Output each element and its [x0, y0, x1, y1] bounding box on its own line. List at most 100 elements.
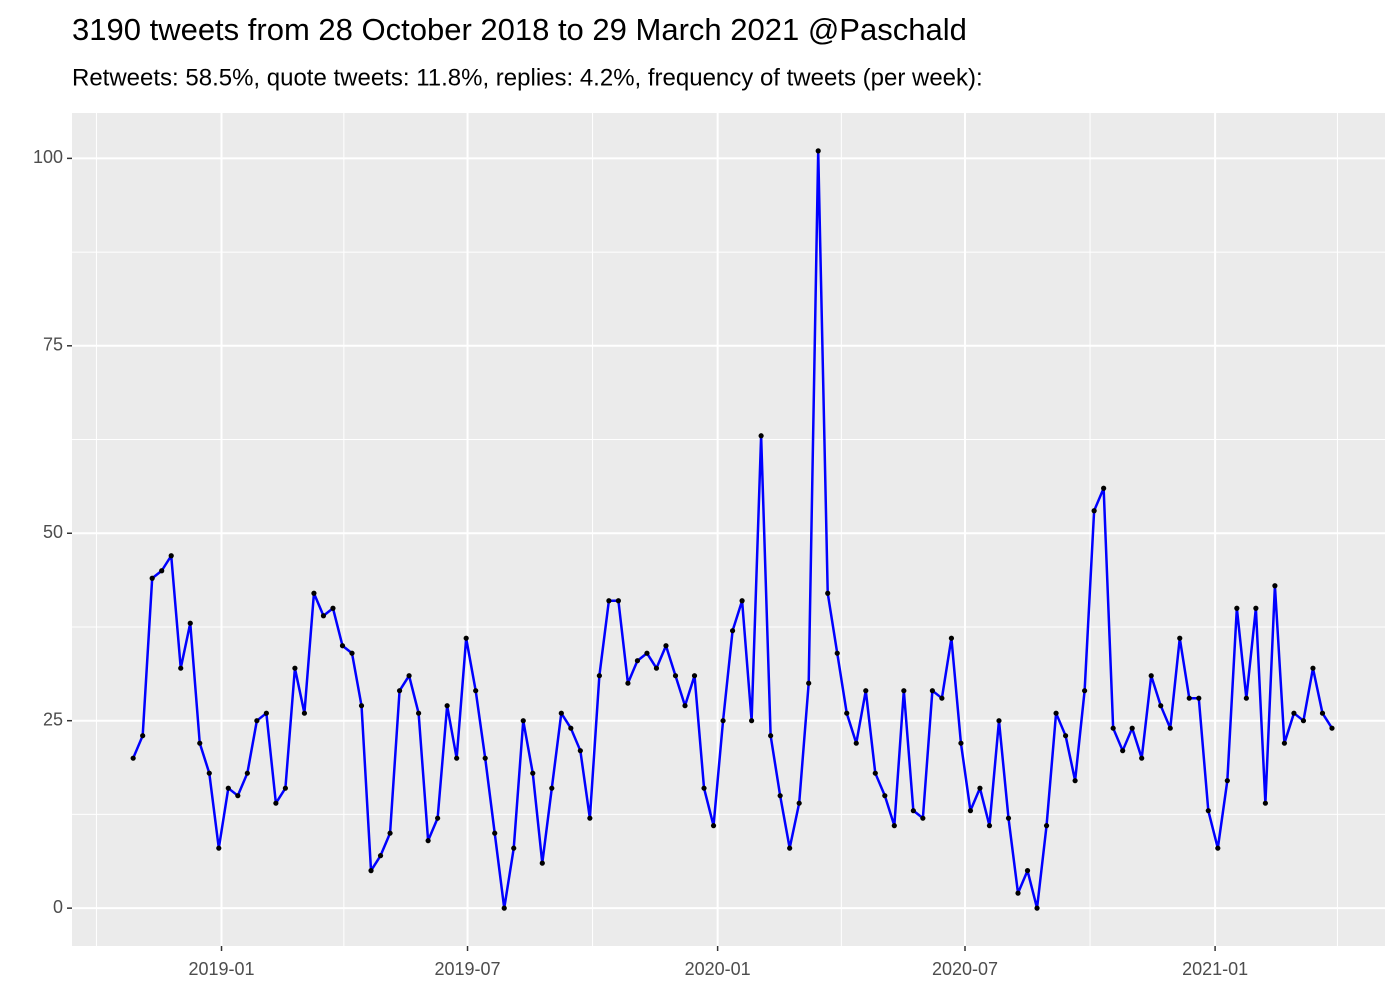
data-point [435, 815, 441, 821]
data-point [1262, 800, 1268, 806]
data-point [273, 800, 279, 806]
data-point [1167, 725, 1173, 731]
data-point [492, 830, 498, 836]
data-point [377, 853, 384, 859]
data-point [977, 785, 983, 791]
y-tick-label: 25 [43, 709, 63, 729]
data-point [920, 815, 926, 821]
data-point [577, 748, 583, 754]
data-point [187, 620, 193, 626]
data-point [1158, 703, 1164, 709]
x-tick-label: 2020-01 [685, 959, 751, 979]
data-point [263, 710, 269, 716]
data-point [396, 688, 403, 694]
data-point [1186, 695, 1192, 701]
data-point [825, 590, 831, 596]
data-point [691, 673, 698, 679]
data-point [368, 868, 374, 874]
data-point [587, 815, 593, 821]
data-point [1234, 605, 1240, 611]
data-point [939, 695, 945, 701]
data-point [777, 793, 783, 799]
data-point [473, 688, 479, 694]
data-point [463, 635, 469, 641]
data-point [1120, 748, 1126, 754]
data-point [425, 838, 431, 844]
data-point [1072, 778, 1078, 784]
data-point [739, 598, 745, 604]
data-point [1196, 695, 1202, 701]
chart-title: 3190 tweets from 28 October 2018 to 29 M… [72, 12, 967, 47]
data-point [958, 740, 964, 746]
data-point [1139, 755, 1145, 761]
data-point [1091, 508, 1097, 514]
data-point [501, 905, 507, 911]
data-point [1215, 845, 1221, 851]
data-point [244, 770, 250, 776]
plot-panel [72, 113, 1385, 946]
data-point [149, 575, 155, 581]
data-point [758, 433, 764, 439]
data-point [454, 755, 460, 761]
data-point [539, 860, 545, 866]
data-point [644, 650, 650, 656]
data-point [720, 718, 726, 724]
data-point [159, 568, 165, 574]
data-point [1034, 905, 1040, 911]
data-point [967, 808, 974, 814]
data-point [1291, 710, 1297, 716]
data-point [482, 755, 488, 761]
data-point [140, 733, 146, 739]
data-point [349, 650, 355, 656]
data-point [339, 643, 346, 649]
data-point [358, 703, 365, 709]
chart-subtitle: Retweets: 58.5%, quote tweets: 11.8%, re… [72, 64, 983, 91]
data-point [301, 710, 308, 716]
data-point [1205, 808, 1211, 814]
data-point [320, 613, 327, 619]
y-tick-label: 50 [43, 522, 63, 542]
data-point [1148, 673, 1154, 679]
data-point [1062, 733, 1069, 739]
data-point [1024, 868, 1031, 874]
data-point [216, 845, 222, 851]
data-point [596, 673, 602, 679]
data-point [530, 770, 536, 776]
x-tick-label: 2019-07 [434, 959, 500, 979]
data-point [834, 650, 840, 656]
data-point [1129, 725, 1135, 731]
data-point [520, 718, 526, 724]
data-point [1053, 710, 1059, 716]
data-point [891, 823, 897, 829]
data-point [444, 703, 450, 709]
data-point [1329, 725, 1335, 731]
data-point [1300, 718, 1307, 724]
x-tick-label: 2021-01 [1182, 959, 1248, 979]
data-point [1015, 890, 1021, 896]
data-point [1272, 583, 1278, 589]
data-point [549, 785, 555, 791]
data-point [672, 673, 679, 679]
data-point [606, 598, 612, 604]
data-point [625, 680, 631, 686]
y-tick-label: 100 [33, 147, 63, 167]
data-point [330, 605, 336, 611]
data-point [863, 688, 869, 694]
data-point [844, 710, 850, 716]
data-point [910, 808, 916, 814]
data-point [653, 665, 660, 671]
data-point [768, 733, 774, 739]
data-point [682, 703, 688, 709]
data-point [996, 718, 1002, 724]
data-point [749, 718, 755, 724]
data-point [206, 770, 212, 776]
data-point [1243, 695, 1249, 701]
data-point [558, 710, 564, 716]
y-tick-label: 75 [43, 335, 63, 355]
data-point [796, 800, 802, 806]
data-point [387, 830, 393, 836]
data-point [311, 590, 317, 596]
data-point [1101, 485, 1107, 491]
